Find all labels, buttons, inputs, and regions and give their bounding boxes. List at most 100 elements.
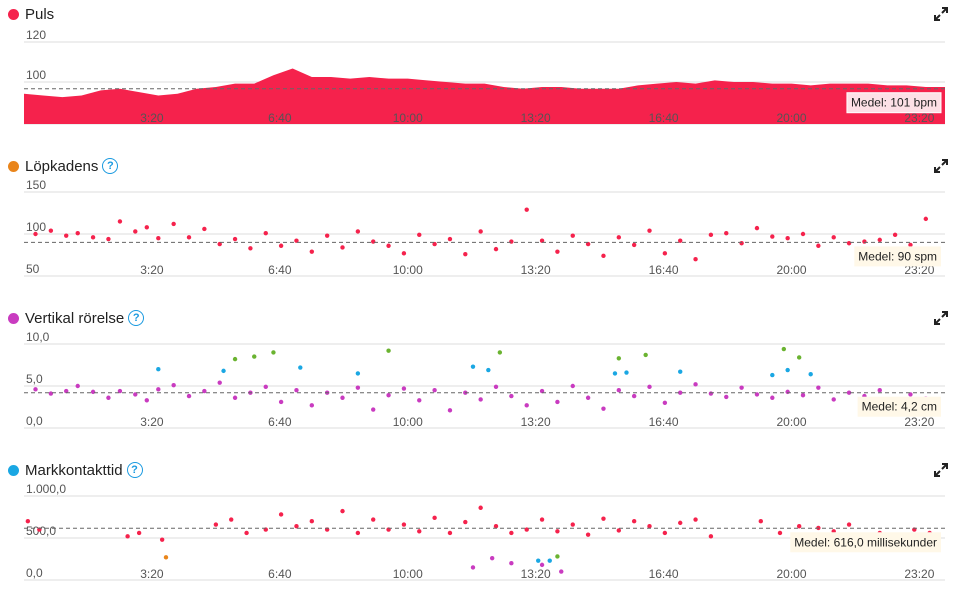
data-point	[401, 522, 407, 527]
data-point	[509, 239, 514, 244]
data-point	[585, 395, 591, 400]
x-tick-label: 10:00	[393, 415, 423, 429]
data-point	[785, 389, 790, 395]
data-point	[125, 534, 130, 539]
average-label-box	[790, 532, 941, 553]
x-tick-label: 10:00	[393, 263, 423, 277]
data-point	[908, 242, 913, 248]
data-point	[612, 371, 618, 376]
chart-title: Löpkadens	[25, 157, 99, 175]
data-point	[547, 558, 552, 563]
data-point	[309, 519, 315, 524]
expand-icon[interactable]	[933, 310, 949, 326]
data-point	[117, 219, 123, 224]
x-tick-label: 6:40	[268, 111, 292, 125]
series-area	[24, 68, 945, 124]
data-point	[616, 356, 622, 361]
data-point	[447, 530, 453, 536]
y-tick-label: 500,0	[26, 524, 56, 538]
data-point	[159, 537, 165, 542]
data-point	[796, 355, 802, 360]
data-point	[846, 241, 852, 246]
data-point	[808, 372, 813, 377]
data-point	[294, 524, 299, 529]
data-point	[106, 395, 111, 400]
data-point	[555, 554, 560, 559]
data-point	[463, 251, 468, 257]
x-tick-label: 3:20	[140, 263, 164, 277]
data-point	[662, 400, 668, 405]
panel-header: Löpkadens ?	[8, 156, 119, 176]
expand-icon[interactable]	[933, 462, 949, 478]
data-point	[33, 231, 38, 237]
x-tick-label: 20:00	[776, 567, 806, 581]
data-point	[470, 364, 476, 369]
data-point	[559, 569, 564, 574]
help-icon[interactable]: ?	[128, 310, 145, 326]
data-point	[202, 226, 207, 232]
data-point	[386, 348, 391, 353]
x-tick-label: 10:00	[393, 567, 423, 581]
data-point	[371, 407, 376, 412]
data-point	[831, 235, 836, 240]
data-point	[631, 519, 637, 524]
data-point	[478, 229, 483, 234]
data-point	[75, 230, 80, 236]
chart-panel-puls: Puls	[0, 0, 957, 150]
average-label: Medel: 101 bpm	[851, 96, 937, 110]
data-point	[585, 532, 591, 537]
data-point	[263, 230, 268, 236]
data-point	[493, 246, 499, 252]
data-point	[278, 243, 284, 248]
data-point	[64, 233, 69, 238]
data-point	[708, 534, 714, 539]
data-point	[355, 385, 361, 390]
data-point	[585, 241, 591, 247]
y-tick-label: 100	[26, 220, 46, 234]
data-point	[156, 367, 161, 372]
series-dot	[8, 464, 19, 476]
data-point	[278, 512, 284, 517]
data-point	[229, 517, 234, 522]
data-point	[509, 530, 514, 536]
lopkadens-chart: 150 100 50 3:20 6:40 10:00 13:20 16:40 20:00 23:2…	[24, 180, 945, 277]
data-point	[739, 241, 744, 246]
data-point	[724, 394, 729, 400]
data-point	[64, 388, 69, 394]
data-point	[432, 515, 437, 521]
data-point	[497, 350, 503, 355]
data-point	[486, 367, 491, 373]
y-tick-label: 10,0	[26, 332, 50, 344]
x-tick-label: 13:20	[521, 263, 551, 277]
data-point	[831, 397, 836, 402]
data-point	[539, 238, 545, 243]
data-point	[555, 399, 560, 405]
data-point	[117, 388, 123, 394]
x-tick-label: 20:00	[776, 415, 806, 429]
y-tick-label: 1.000,0	[26, 484, 66, 496]
panel-header: Markkontakttid ?	[8, 460, 143, 480]
data-point	[386, 243, 391, 248]
markkontakttid-chart: 1.000,0 500,0 0,0 3:20 6:40 10:00 13:20 16:40 20…	[24, 484, 945, 581]
data-point	[401, 251, 407, 256]
data-point	[324, 233, 330, 238]
expand-icon[interactable]	[933, 158, 949, 174]
data-point	[770, 372, 775, 378]
data-point	[816, 243, 821, 248]
data-point	[643, 352, 648, 358]
x-tick-label: 10:00	[393, 111, 423, 125]
data-point	[781, 346, 787, 352]
x-tick-label: 3:20	[140, 415, 164, 429]
data-point	[171, 221, 176, 227]
data-point	[555, 249, 560, 254]
data-point	[144, 225, 149, 230]
data-point	[171, 382, 176, 388]
data-point	[631, 242, 637, 248]
help-icon[interactable]: ?	[126, 462, 143, 478]
help-icon[interactable]: ?	[102, 158, 119, 174]
expand-icon[interactable]	[933, 6, 949, 22]
x-tick-label: 3:20	[140, 567, 164, 581]
data-point	[536, 558, 541, 563]
data-point	[417, 529, 422, 534]
data-point	[785, 236, 790, 241]
